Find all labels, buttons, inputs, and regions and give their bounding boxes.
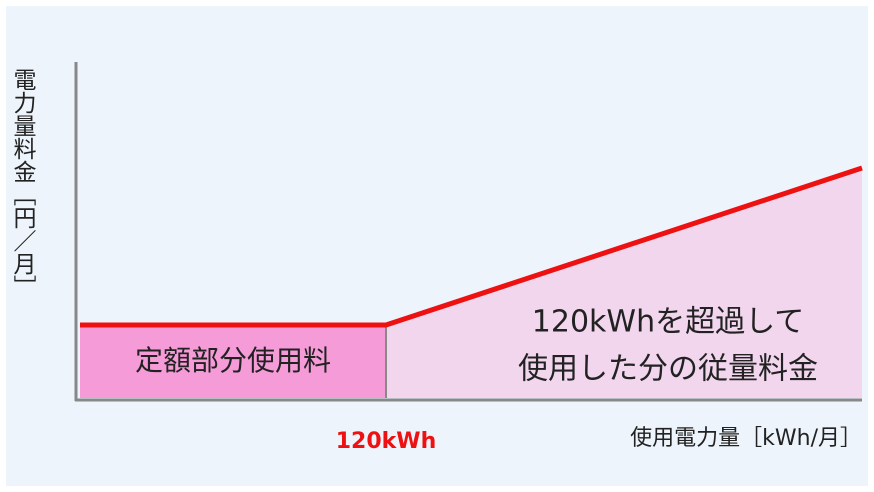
fixed-region [80, 325, 386, 398]
threshold-label: 120kWh [336, 429, 436, 454]
y-axis-label: 電力量料金［円／月］ [9, 68, 37, 298]
variable-region [386, 168, 862, 398]
x-axis-label: 使用電力量［kWh/月］ [630, 426, 862, 451]
fixed-region-label: 定額部分使用料 [135, 344, 331, 377]
variable-region-label: 使用した分の従量料金 [518, 352, 818, 387]
price-line [80, 165, 863, 328]
variable-region-label: 120kWhを超過して [532, 305, 804, 340]
